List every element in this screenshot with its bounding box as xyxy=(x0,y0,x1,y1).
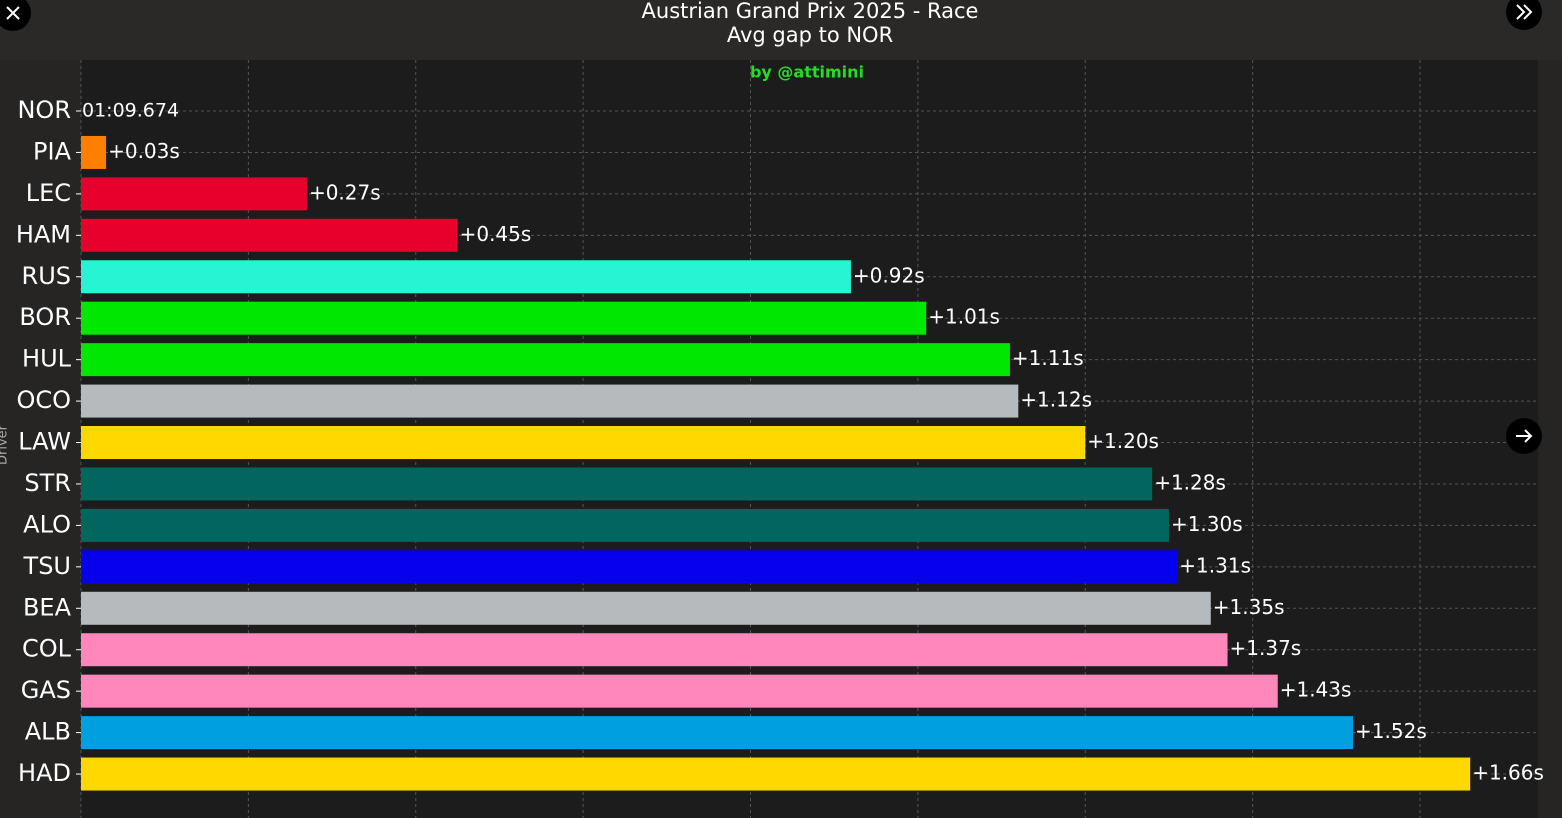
value-label: +1.37s xyxy=(1230,636,1302,660)
y-tick-label: HAM xyxy=(16,220,71,248)
value-label: +1.35s xyxy=(1213,595,1285,619)
value-label: +1.31s xyxy=(1179,553,1251,577)
y-tick-label: HAD xyxy=(18,759,71,787)
bar xyxy=(81,260,851,294)
bar xyxy=(81,757,1471,791)
bar xyxy=(81,674,1278,708)
y-tick-label: ALO xyxy=(23,510,71,538)
y-tick-label: HUL xyxy=(22,345,72,373)
bar xyxy=(81,135,107,169)
y-tick-label: RUS xyxy=(22,262,71,290)
bar xyxy=(81,177,307,211)
y-tick-label: BEA xyxy=(23,593,72,621)
value-label: +1.11s xyxy=(1012,346,1084,370)
value-label: +1.01s xyxy=(928,305,1000,329)
bar xyxy=(81,591,1211,625)
reference-label: 01:09.674 xyxy=(82,100,179,122)
credit: by @attimini xyxy=(750,63,864,82)
y-tick-label: OCO xyxy=(16,386,71,414)
top-band xyxy=(0,0,1562,60)
chart-title: Austrian Grand Prix 2025 - Race xyxy=(642,0,979,23)
bar xyxy=(81,467,1153,501)
chart-subtitle: Avg gap to NOR xyxy=(727,23,893,47)
value-label: +1.30s xyxy=(1171,512,1243,536)
y-tick-label: STR xyxy=(24,469,71,497)
y-tick-label: GAS xyxy=(21,676,71,704)
close-button[interactable] xyxy=(0,0,31,31)
bar xyxy=(81,633,1228,667)
y-axis-label: Driver xyxy=(0,424,11,465)
y-tick-label: NOR xyxy=(17,96,71,124)
y-tick-label: BOR xyxy=(19,303,71,331)
value-label: +1.66s xyxy=(1472,761,1544,785)
y-tick-label: PIA xyxy=(33,137,72,165)
y-tick-label: COL xyxy=(22,635,72,663)
value-label: +1.43s xyxy=(1280,678,1352,702)
value-label: +0.03s xyxy=(108,139,180,163)
bar xyxy=(81,426,1086,460)
bar xyxy=(81,508,1169,542)
y-tick-label: LEC xyxy=(26,179,71,207)
y-tick-label: LAW xyxy=(18,428,71,456)
value-label: +0.45s xyxy=(460,222,532,246)
next-button[interactable] xyxy=(1506,418,1542,454)
y-tick-label: ALB xyxy=(25,718,71,746)
value-label: +0.27s xyxy=(309,180,381,204)
plot: NOR 01:09.674 PIA +0.03s LEC +0.27s HAM +0.45s R… xyxy=(16,60,1544,818)
value-label: +1.52s xyxy=(1355,719,1427,743)
bar xyxy=(81,716,1354,750)
value-label: +1.12s xyxy=(1020,388,1092,412)
bar xyxy=(81,218,458,252)
bar xyxy=(81,550,1178,584)
value-label: +0.92s xyxy=(853,263,925,287)
value-label: +1.20s xyxy=(1087,429,1159,453)
y-tick-label: TSU xyxy=(23,552,71,580)
expand-button[interactable] xyxy=(1506,0,1542,30)
bar xyxy=(81,343,1010,377)
bar xyxy=(81,301,927,335)
bar xyxy=(81,384,1019,418)
value-label: +1.28s xyxy=(1154,470,1226,494)
